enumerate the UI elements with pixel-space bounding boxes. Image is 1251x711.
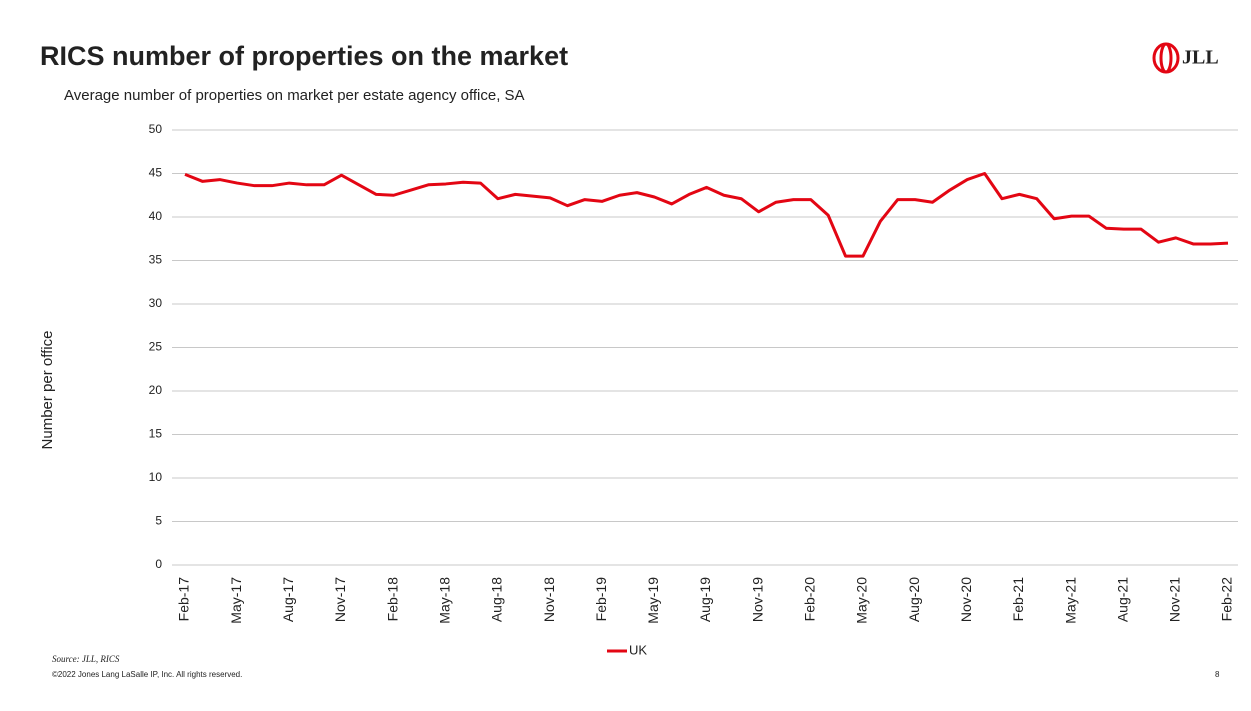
x-tick-label: Nov-18 xyxy=(541,577,557,622)
logo-text: JLL xyxy=(1182,47,1219,69)
x-tick-label: Aug-20 xyxy=(906,577,922,622)
x-tick-label: Feb-21 xyxy=(1010,577,1026,622)
page-number: 8 xyxy=(1215,670,1220,679)
x-tick-label: Feb-22 xyxy=(1219,577,1235,622)
logo: JLL xyxy=(1152,42,1219,74)
y-tick-label: 45 xyxy=(149,166,163,180)
logo-mark xyxy=(1159,42,1173,74)
x-tick-label: May-19 xyxy=(645,577,661,624)
y-tick-label: 0 xyxy=(155,557,162,571)
x-tick-label: Nov-19 xyxy=(749,577,765,622)
x-tick-label: Feb-17 xyxy=(176,577,192,622)
x-tick-label: Feb-18 xyxy=(384,577,400,622)
x-tick-label: Feb-20 xyxy=(802,577,818,622)
logo-mark xyxy=(1152,42,1180,74)
source: Source: JLL, RICS xyxy=(52,654,120,664)
x-tick-label: Feb-19 xyxy=(593,577,609,622)
y-tick-label: 40 xyxy=(149,209,163,223)
chart-title: RICS number of properties on the market xyxy=(40,41,568,71)
y-tick-label: 50 xyxy=(149,122,163,136)
y-tick-label: 20 xyxy=(149,383,163,397)
x-tick-label: Aug-21 xyxy=(1114,577,1130,622)
x-tick-label: May-20 xyxy=(854,577,870,624)
x-tick-label: Nov-20 xyxy=(958,577,974,622)
x-tick-label: Aug-19 xyxy=(697,577,713,622)
x-tick-label: May-17 xyxy=(228,577,244,624)
legend-label: UK xyxy=(629,642,647,657)
x-tick-label: Aug-17 xyxy=(280,577,296,622)
y-axis-label: Number per office xyxy=(39,331,56,450)
chart-subtitle: Average number of properties on market p… xyxy=(64,87,525,104)
y-tick-label: 10 xyxy=(149,470,163,484)
y-tick-label: 35 xyxy=(149,253,163,267)
x-tick-label: May-18 xyxy=(436,577,452,624)
y-tick-label: 15 xyxy=(149,427,163,441)
copyright: ©2022 Jones Lang LaSalle IP, Inc. All ri… xyxy=(52,670,242,679)
x-tick-label: Aug-18 xyxy=(489,577,505,622)
x-tick-label: Nov-21 xyxy=(1167,577,1183,622)
y-tick-label: 25 xyxy=(149,340,163,354)
y-tick-label: 30 xyxy=(149,296,163,310)
x-tick-label: Nov-17 xyxy=(332,577,348,622)
y-tick-label: 5 xyxy=(155,514,162,528)
data-line xyxy=(184,172,1229,258)
x-tick-label: May-21 xyxy=(1062,577,1078,624)
